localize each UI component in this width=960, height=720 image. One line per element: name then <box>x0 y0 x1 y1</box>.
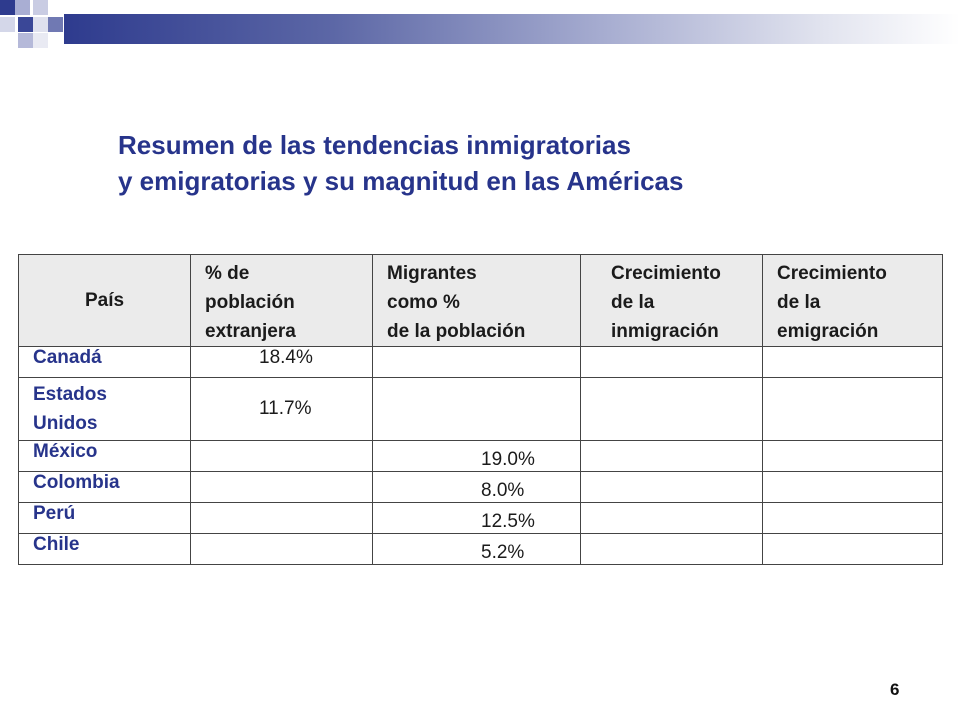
header-migrants-pct-line-1: Migrantes <box>387 263 477 284</box>
migrants-pct-cell <box>372 346 581 378</box>
foreign-pct-cell <box>190 502 373 534</box>
migrants-pct-cell: 8.0% <box>372 471 581 503</box>
header-emigration-growth-line-2: de la <box>777 292 821 313</box>
header-immigration-growth-line-2: de la <box>611 292 655 313</box>
immigration-growth-cell <box>580 377 763 441</box>
table-row: Canadá 18.4% <box>18 346 943 378</box>
header-immigration-growth: Crecimiento de la inmigración <box>580 254 763 347</box>
migrants-pct-cell: 19.0% <box>372 440 581 472</box>
country-cell: Chile <box>18 533 191 565</box>
header-migrants-pct-line-2: como % <box>387 292 460 313</box>
foreign-pct-cell <box>190 471 373 503</box>
header-foreign-pct-line-1: % de <box>205 263 250 284</box>
header-emigration-growth-line-3: emigración <box>777 321 879 342</box>
header-emigration-growth-line-1: Crecimiento <box>777 263 887 284</box>
slide-title: Resumen de las tendencias inmigratorias … <box>118 127 683 199</box>
header-migrants-pct: Migrantes como % de la población <box>372 254 581 347</box>
table-row: Chile 5.2% <box>18 533 943 565</box>
migrants-pct-cell: 12.5% <box>372 502 581 534</box>
header-migrants-pct-line-3: de la población <box>387 321 526 342</box>
immigration-growth-cell <box>580 471 763 503</box>
country-cell: Canadá <box>18 346 191 378</box>
header-row: País % de población extranjera Migrantes… <box>18 254 943 347</box>
emigration-growth-cell <box>762 533 943 565</box>
immigration-growth-cell <box>580 440 763 472</box>
country-cell: Colombia <box>18 471 191 503</box>
country-cell: Estados Unidos <box>18 377 191 441</box>
title-line-1: Resumen de las tendencias inmigratorias <box>118 130 631 160</box>
title-line-2: y emigratorias y su magnitud en las Amér… <box>118 166 684 196</box>
emigration-growth-cell <box>762 346 943 378</box>
page-number: 6 <box>890 680 900 699</box>
header-foreign-pct: % de población extranjera <box>190 254 373 347</box>
header-foreign-pct-line-3: extranjera <box>205 321 296 342</box>
immigration-growth-cell <box>580 502 763 534</box>
migrants-pct-cell: 5.2% <box>372 533 581 565</box>
table-row: Perú 12.5% <box>18 502 943 534</box>
header-immigration-growth-line-1: Crecimiento <box>611 263 721 284</box>
country-cell: Perú <box>18 502 191 534</box>
emigration-growth-cell <box>762 471 943 503</box>
foreign-pct-cell: 11.7% <box>190 377 373 441</box>
emigration-growth-cell <box>762 440 943 472</box>
emigration-growth-cell <box>762 502 943 534</box>
foreign-pct-cell: 18.4% <box>190 346 373 378</box>
foreign-pct-cell <box>190 440 373 472</box>
migrants-pct-cell <box>372 377 581 441</box>
country-line-2: Unidos <box>33 413 98 434</box>
emigration-growth-cell <box>762 377 943 441</box>
header-emigration-growth: Crecimiento de la emigración <box>762 254 943 347</box>
header-foreign-pct-line-2: población <box>205 292 295 313</box>
migration-table: País % de población extranjera Migrantes… <box>18 254 943 565</box>
immigration-growth-cell <box>580 346 763 378</box>
foreign-pct-cell <box>190 533 373 565</box>
header-banner <box>64 14 960 44</box>
table-row: Estados Unidos 11.7% <box>18 377 943 441</box>
table-row: Colombia 8.0% <box>18 471 943 503</box>
table-row: México 19.0% <box>18 440 943 472</box>
header-immigration-growth-line-3: inmigración <box>611 321 719 342</box>
immigration-growth-cell <box>580 533 763 565</box>
country-cell: México <box>18 440 191 472</box>
header-country: País <box>18 254 191 347</box>
country-line-1: Estados <box>33 384 107 405</box>
